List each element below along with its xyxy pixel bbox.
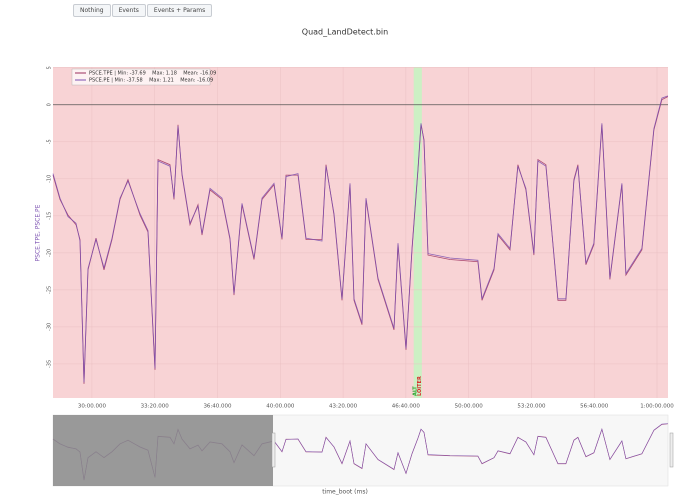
x-tick-label: 46:40.000 (392, 404, 421, 410)
range-mask (53, 415, 273, 486)
button-bar: Nothing Events Events + Params (73, 4, 213, 17)
legend-label: PSCE.PE | Min: -37.58 Max: 1.21 Mean: -1… (89, 78, 213, 84)
y-tick-label: -20 (47, 249, 53, 257)
y-tick-label: 5 (47, 66, 53, 69)
x-tick-label: 1:00:00.000 (640, 404, 674, 410)
x-axis-label: time_boot (ms) (322, 489, 368, 496)
button[interactable]: Events + Params (146, 4, 213, 17)
y-tick-label: -35 (47, 360, 53, 368)
event-label: LOITER (417, 376, 423, 396)
event-band (413, 67, 422, 398)
x-tick-label: 50:00.000 (455, 404, 484, 410)
range-handle (669, 432, 674, 468)
y-tick-label: 0 (47, 103, 53, 106)
y-tick-label: -5 (47, 139, 53, 144)
y-tick-label: -15 (47, 212, 53, 220)
x-tick-label: 40:00.000 (266, 404, 295, 410)
legend-label: PSCE.TPE | Min: -37.69 Max: 1.18 Mean: -… (89, 71, 216, 77)
y-tick-label: -25 (47, 286, 53, 294)
chart-title: Quad_LandDetect.bin (302, 28, 388, 37)
event-label: ALT (412, 386, 418, 396)
x-tick-label: 53:20.000 (517, 404, 546, 410)
y-tick-label: -10 (47, 175, 53, 183)
legend-box (71, 68, 211, 86)
y-axis-label: PSCE.TPE, PSCE.PE (35, 204, 42, 261)
x-tick-label: 36:40.000 (203, 404, 232, 410)
button[interactable]: Events (111, 4, 146, 17)
x-tick-label: 33:20.000 (141, 404, 170, 410)
x-tick-label: 56:40.000 (580, 404, 609, 410)
series-line (52, 96, 669, 384)
plot-background (53, 67, 668, 398)
y-tick-label: -30 (47, 323, 53, 331)
range-handle (271, 432, 276, 468)
button[interactable]: Nothing (73, 4, 111, 17)
series-line (52, 95, 669, 383)
x-tick-label: 30:00.000 (78, 404, 107, 410)
x-tick-label: 43:20.000 (329, 404, 358, 410)
